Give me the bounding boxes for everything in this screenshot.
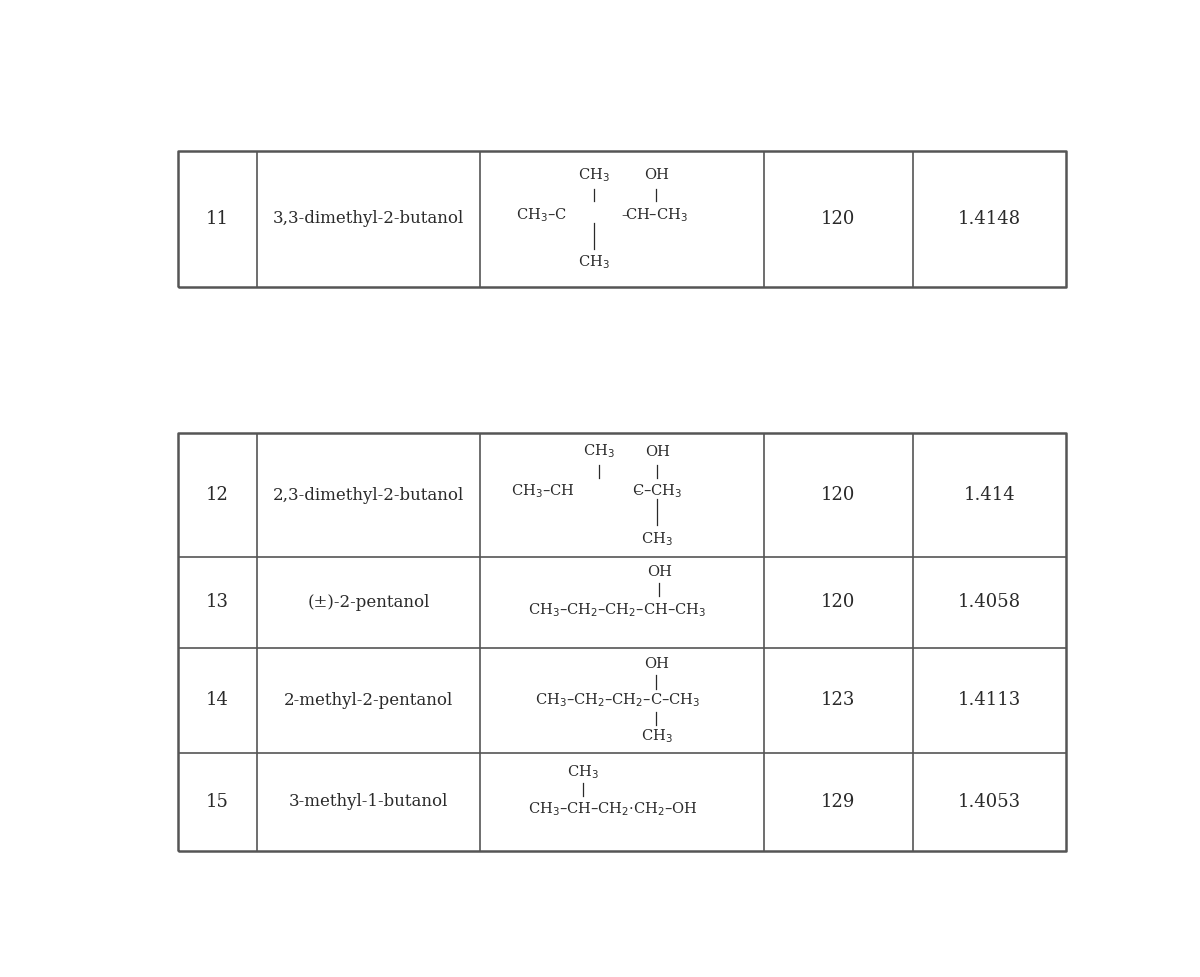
Text: 120: 120 [821, 487, 856, 504]
Text: OH: OH [647, 566, 672, 579]
Text: CH$_3$–CH$_2$–CH$_2$–CH–CH$_3$: CH$_3$–CH$_2$–CH$_2$–CH–CH$_3$ [528, 601, 707, 618]
Text: CH$_3$–C: CH$_3$–C [516, 206, 566, 224]
Text: CH–CH$_3$: CH–CH$_3$ [625, 206, 688, 224]
Text: CH$_3$–CH: CH$_3$–CH [511, 483, 575, 500]
Text: CH$_3$: CH$_3$ [641, 728, 672, 745]
Text: 14: 14 [206, 692, 229, 709]
Text: 3-methyl-1-butanol: 3-methyl-1-butanol [289, 793, 449, 810]
Text: 13: 13 [206, 593, 229, 612]
Text: OH: OH [644, 168, 668, 182]
Text: CH$_3$: CH$_3$ [578, 166, 610, 184]
Text: 15: 15 [206, 792, 229, 811]
Text: 1.4058: 1.4058 [958, 593, 1021, 612]
Text: 120: 120 [821, 210, 856, 228]
Text: CH$_3$: CH$_3$ [578, 254, 610, 272]
Text: 1.4053: 1.4053 [958, 792, 1021, 811]
Text: 1.414: 1.414 [964, 487, 1015, 504]
Text: CH$_3$: CH$_3$ [568, 763, 599, 781]
Text: C–CH$_3$: C–CH$_3$ [632, 483, 683, 500]
Text: OH: OH [644, 658, 668, 671]
Text: 2,3-dimethyl-2-butanol: 2,3-dimethyl-2-butanol [272, 487, 464, 504]
Text: (±)-2-pentanol: (±)-2-pentanol [307, 594, 430, 611]
Text: 2-methyl-2-pentanol: 2-methyl-2-pentanol [284, 692, 454, 708]
Text: CH$_3$: CH$_3$ [583, 443, 614, 460]
Text: CH$_3$–CH$_2$–CH$_2$–C–CH$_3$: CH$_3$–CH$_2$–CH$_2$–C–CH$_3$ [535, 692, 700, 709]
Text: OH: OH [644, 445, 670, 458]
Text: 123: 123 [821, 692, 856, 709]
Text: CH$_3$–CH–CH$_2$·CH$_2$–OH: CH$_3$–CH–CH$_2$·CH$_2$–OH [528, 800, 697, 818]
Text: 1.4148: 1.4148 [958, 210, 1021, 228]
Text: 3,3-dimethyl-2-butanol: 3,3-dimethyl-2-butanol [272, 210, 464, 228]
Text: 11: 11 [206, 210, 229, 228]
Text: –: – [634, 485, 641, 498]
Text: 1.4113: 1.4113 [958, 692, 1021, 709]
Text: 120: 120 [821, 593, 856, 612]
Text: –: – [622, 208, 629, 222]
Text: 12: 12 [206, 487, 229, 504]
Text: CH$_3$: CH$_3$ [642, 531, 673, 548]
Text: 129: 129 [821, 792, 856, 811]
